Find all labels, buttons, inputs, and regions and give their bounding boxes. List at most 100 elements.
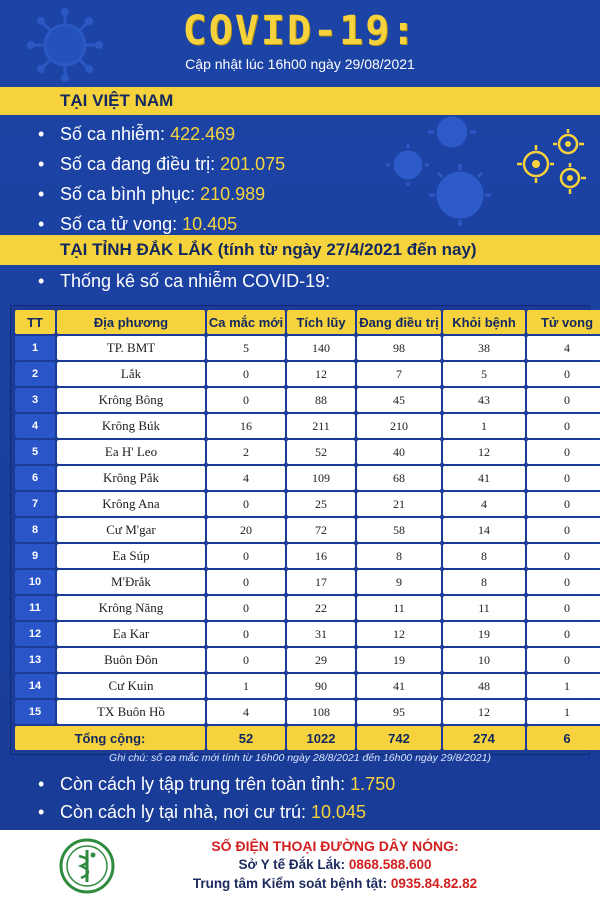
value-cell: 0	[207, 362, 285, 386]
locality-cell: Krông Năng	[57, 596, 205, 620]
vietnam-heading: TẠI VIỆT NAM	[60, 91, 174, 110]
value-cell: 41	[443, 466, 525, 490]
value-cell: 12	[287, 362, 355, 386]
isolation-stats: • Còn cách ly tập trung trên toàn tỉnh: 1…	[38, 770, 395, 826]
value-cell: 48	[443, 674, 525, 698]
row-index-cell: 5	[15, 440, 55, 464]
column-header: TT	[15, 310, 55, 334]
value-cell: 210	[357, 414, 441, 438]
table-body: 1 TP. BMT 5 140 98 38 4 2 Lắk 0 12 7 5 0 3 Krông Bông 0 8…	[15, 336, 600, 724]
total-cell: 6	[527, 726, 600, 750]
value-cell: 211	[287, 414, 355, 438]
table-row: 1 TP. BMT 5 140 98 38 4	[15, 336, 600, 360]
value-cell: 21	[357, 492, 441, 516]
value-cell: 8	[443, 544, 525, 568]
value-cell: 0	[527, 570, 600, 594]
virus-icon-cluster	[386, 110, 491, 226]
value-cell: 5	[443, 362, 525, 386]
value-cell: 0	[527, 414, 600, 438]
value-cell: 5	[207, 336, 285, 360]
stat-value: 422.469	[170, 124, 236, 144]
table-row: 4 Krông Búk 16 211 210 1 0	[15, 414, 600, 438]
table-row: 10 M'Đrắk 0 17 9 8 0	[15, 570, 600, 594]
hotline-number: 0868.588.600	[348, 857, 432, 872]
value-cell: 38	[443, 336, 525, 360]
stat-isolation-central: • Còn cách ly tập trung trên toàn tỉnh: 1…	[38, 770, 395, 798]
stat-value: 10.045	[310, 802, 367, 822]
row-index-cell: 11	[15, 596, 55, 620]
page-title: COVID-19:	[182, 8, 418, 54]
stat-value: 10.405	[182, 214, 238, 234]
value-cell: 20	[207, 518, 285, 542]
stat-cases: • Số ca nhiễm: 422.469	[38, 119, 285, 149]
value-cell: 17	[287, 570, 355, 594]
hotline-health-dept: Sở Y tế Đắk Lắk: 0868.588.600	[140, 857, 530, 872]
locality-cell: Cư M'gar	[57, 518, 205, 542]
table-row: 9 Ea Súp 0 16 8 8 0	[15, 544, 600, 568]
value-cell: 0	[527, 466, 600, 490]
total-cell: 1022	[287, 726, 355, 750]
value-cell: 11	[357, 596, 441, 620]
table-row: 6 Krông Pắk 4 109 68 41 0	[15, 466, 600, 490]
value-cell: 0	[207, 544, 285, 568]
column-header: Tử vong	[527, 310, 600, 334]
column-header: Khỏi bệnh	[443, 310, 525, 334]
value-cell: 4	[527, 336, 600, 360]
total-cell: 274	[443, 726, 525, 750]
table-total-row: Tổng cộng: 52 1022 742 274 6	[15, 726, 600, 750]
row-index-cell: 2	[15, 362, 55, 386]
row-index-cell: 10	[15, 570, 55, 594]
value-cell: 1	[443, 414, 525, 438]
value-cell: 4	[443, 492, 525, 516]
stat-isolation-home: • Còn cách ly tại nhà, nơi cư trú: 10.045	[38, 798, 395, 826]
table-row: 2 Lắk 0 12 7 5 0	[15, 362, 600, 386]
value-cell: 0	[207, 492, 285, 516]
value-cell: 0	[527, 622, 600, 646]
row-index-cell: 8	[15, 518, 55, 542]
stat-label: Số ca bình phục:	[60, 184, 201, 204]
row-index-cell: 1	[15, 336, 55, 360]
locality-cell: Lắk	[57, 362, 205, 386]
row-index-cell: 15	[15, 700, 55, 724]
value-cell: 41	[357, 674, 441, 698]
row-index-cell: 12	[15, 622, 55, 646]
value-cell: 1	[207, 674, 285, 698]
locality-cell: Krông Búk	[57, 414, 205, 438]
bullet: •	[38, 774, 45, 794]
value-cell: 11	[443, 596, 525, 620]
hotline-cdc: Trung tâm Kiểm soát bệnh tật: 0935.84.82…	[140, 876, 530, 891]
value-cell: 0	[527, 596, 600, 620]
stat-value: 201.075	[220, 154, 286, 174]
value-cell: 29	[287, 648, 355, 672]
value-cell: 0	[207, 388, 285, 412]
statistics-table: TT Địa phương Ca mắc mới Tích lũy Đang đ…	[10, 305, 600, 755]
hotline-number: 0935.84.82.82	[390, 876, 478, 891]
vietnam-stats: • Số ca nhiễm: 422.469 • Số ca đang điều t…	[38, 119, 285, 239]
daklak-heading: TẠI TỈNH ĐẮK LẮK (tính từ ngày 27/4/2021…	[60, 240, 477, 259]
value-cell: 0	[527, 518, 600, 542]
value-cell: 22	[287, 596, 355, 620]
stat-label: Số ca nhiễm:	[60, 124, 171, 144]
stat-value: 1.750	[350, 774, 396, 794]
stat-label: Còn cách ly tập trung trên toàn tỉnh:	[60, 774, 351, 794]
footnote: Ghi chú: số ca mắc mới tính từ 16h00 ngà…	[109, 752, 491, 764]
table-row: 5 Ea H' Leo 2 52 40 12 0	[15, 440, 600, 464]
value-cell: 1	[527, 700, 600, 724]
value-cell: 0	[207, 622, 285, 646]
value-cell: 90	[287, 674, 355, 698]
bullet: •	[38, 802, 45, 822]
value-cell: 95	[357, 700, 441, 724]
value-cell: 45	[357, 388, 441, 412]
value-cell: 7	[357, 362, 441, 386]
intro-text: Thống kê số ca nhiễm COVID-19:	[60, 271, 331, 291]
virus-icon-yellow	[517, 129, 586, 194]
column-header: Địa phương	[57, 310, 205, 334]
stat-deaths: • Số ca tử vong: 10.405	[38, 209, 285, 239]
locality-cell: Ea Kar	[57, 622, 205, 646]
value-cell: 0	[207, 570, 285, 594]
daklak-section-bar: TẠI TỈNH ĐẮK LẮK (tính từ ngày 27/4/2021…	[0, 235, 600, 265]
row-index-cell: 4	[15, 414, 55, 438]
value-cell: 9	[357, 570, 441, 594]
value-cell: 140	[287, 336, 355, 360]
